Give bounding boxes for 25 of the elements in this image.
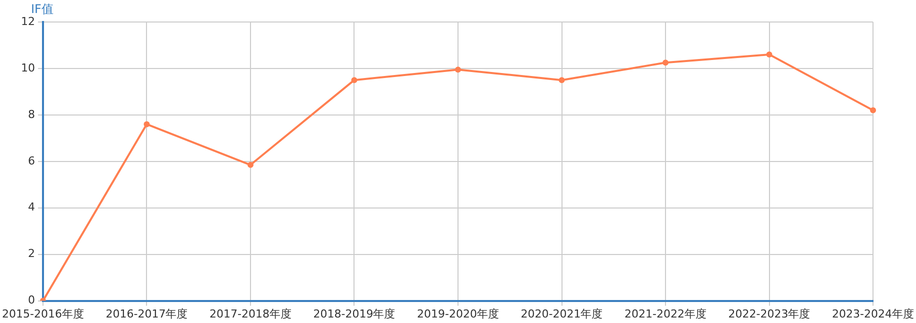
x-tick-label: 2015-2016年度 [2, 307, 84, 320]
point [870, 107, 876, 114]
y-tick-label: 6 [28, 154, 35, 168]
x-tick-label: 2021-2022年度 [624, 307, 706, 320]
x-tick-label: 2023-2024年度 [832, 307, 914, 320]
x-tick-label: 2020-2021年度 [520, 307, 603, 320]
x-tick-label: 2022-2023年度 [728, 307, 810, 320]
x-tick-label: 2017-2018年度 [210, 307, 292, 320]
y-tick-label: 12 [20, 14, 35, 28]
y-tick-label: 10 [20, 61, 35, 74]
point [351, 77, 358, 84]
y-axis-title: IF值 [30, 2, 54, 16]
y-tick-label: 8 [28, 108, 35, 121]
y-tick-label: 2 [28, 247, 35, 260]
x-tick-label: 2016-2017年度 [106, 307, 188, 320]
y-tick-label: 0 [28, 294, 35, 307]
point [558, 77, 565, 84]
x-tick-label: 2019-2020年度 [417, 307, 499, 320]
point [766, 52, 772, 58]
point [247, 162, 254, 168]
point [455, 66, 461, 73]
x-tick-label: 2018-2019年度 [313, 307, 396, 320]
point [144, 121, 150, 128]
point [662, 60, 669, 66]
y-tick-label: 4 [28, 200, 35, 214]
